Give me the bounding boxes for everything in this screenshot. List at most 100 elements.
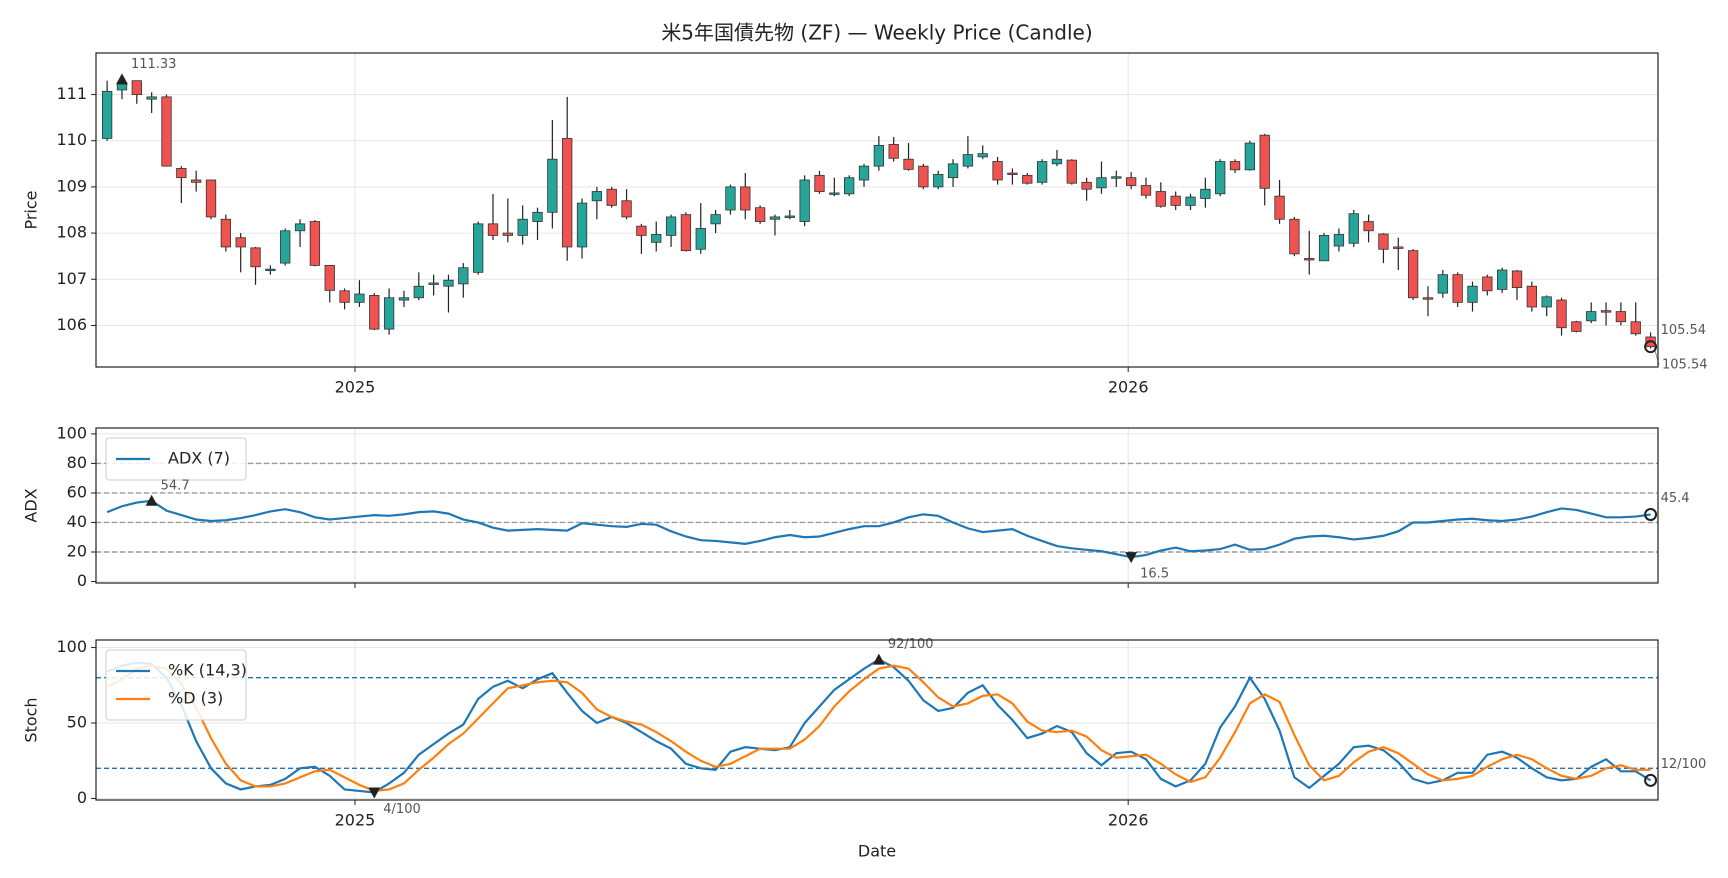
candle-body [473,223,484,273]
candle-body [250,247,261,268]
candle-body [1289,218,1300,255]
candle-body [1096,177,1107,189]
candle-body [1185,196,1196,206]
series-line [106,664,1651,793]
candle-body [1526,285,1538,308]
candle-body [1586,311,1597,322]
annotation-label: 45.4 [1661,491,1690,506]
candle-body [339,290,350,303]
candle-body [1081,181,1092,190]
candle-body [517,218,528,236]
candle-body [562,138,573,248]
x-tick-label: 2026 [1108,811,1149,830]
candle-body [1318,234,1330,262]
candle-body [280,230,291,264]
candle-body [1615,311,1627,323]
candle-body [205,179,217,218]
candle-body [1437,274,1448,294]
candle-body [265,268,276,272]
plot-frame [95,52,1659,368]
annotation-label: 92/100 [888,637,934,652]
candle-body [547,158,558,213]
y-tick-label: 111 [56,84,87,103]
series-line [106,499,1651,559]
candle-body [918,165,929,188]
candle-body [1497,269,1508,290]
candle-body [413,285,424,299]
candle-body [799,179,810,222]
candle-body [1452,274,1463,303]
candle-body [710,214,721,225]
annotation-label: 54.7 [161,478,190,493]
candle-body [1036,161,1048,183]
candle-body [1274,195,1285,220]
x-tick-label: 2026 [1108,378,1149,397]
y-tick-label: 0 [77,571,87,590]
y-tick-label: 110 [56,130,87,149]
annotation-label: 16.5 [1140,567,1169,582]
candle-body [1407,250,1419,299]
candle-body [740,186,751,211]
y-tick-label: 100 [56,423,87,442]
candle-body [146,96,157,100]
candle-body [398,297,410,301]
candle-body [1066,159,1077,184]
candle-body [1333,234,1345,247]
y-tick-label: 106 [56,315,87,334]
candle-body [1155,191,1166,207]
candle-body [1051,158,1063,165]
candle-body [1541,296,1552,308]
candle-body [1511,270,1523,288]
y-axis-label: Stoch [22,697,41,742]
y-tick-label: 100 [56,637,87,656]
candle-body [458,267,469,285]
y-tick-label: 109 [56,176,87,195]
candle-body [324,265,335,291]
candle-body [1378,233,1389,250]
candle-body [443,279,454,287]
x-axis-label: Date [858,842,896,861]
candle-body [1393,246,1404,249]
y-axis-label: Price [22,190,41,229]
candle-body [176,168,187,179]
marker-circle [1644,340,1658,354]
legend-label: %D (3) [168,689,223,708]
candle-body [680,214,692,252]
candle-body [576,202,588,248]
legend-box [105,437,247,481]
candle-body [1259,134,1270,189]
y-tick-label: 0 [77,788,87,807]
candle-body [1140,185,1152,196]
candle-body [665,216,677,236]
candle-body [294,223,306,232]
chart-title: 米5年国債先物 (ZF) — Weekly Price (Candle) [661,21,1092,45]
candle-body [977,153,988,158]
candle-body [1363,221,1374,232]
candle-body [428,282,439,285]
series-line [106,658,1652,794]
candle-body [1200,188,1211,199]
y-tick-label: 60 [67,482,87,501]
candle-body [933,174,944,188]
candle-body [606,188,617,206]
legend-label: ADX (7) [168,449,230,468]
candle-body [814,174,825,192]
candle-body [636,225,647,236]
y-tick-label: 80 [67,453,87,472]
candle-body [354,293,365,303]
annotation-label: 4/100 [383,802,420,817]
candle-body [1422,297,1434,300]
candle-body [1215,161,1226,195]
last-price-label: 105.54 [1662,358,1708,373]
candle-body [784,215,795,218]
legend-label: %K (14,3) [168,661,247,680]
candle-body [191,179,202,183]
candle-body [962,154,974,167]
y-tick-label: 20 [67,542,87,561]
candle-body [1007,172,1018,175]
annotation-label: 111.33 [131,57,177,72]
y-tick-label: 108 [56,223,87,242]
candle-body [769,216,781,220]
candle-body [992,161,1003,181]
